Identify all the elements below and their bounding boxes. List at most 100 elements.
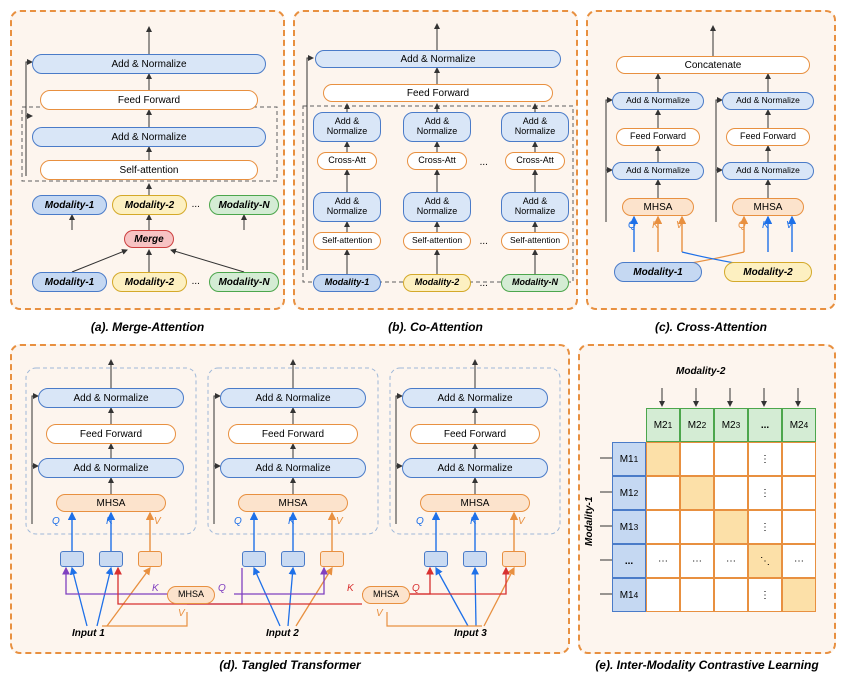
m1: Modality-1: [313, 274, 381, 292]
lin: [424, 551, 448, 567]
mod2-top: Modality-2: [112, 195, 187, 215]
dots-2: ...: [480, 236, 488, 247]
q3: Q: [416, 516, 424, 527]
matrix-cell: [782, 476, 816, 510]
m2: Modality-2: [724, 262, 812, 282]
an2-c1: Add & Normalize: [313, 192, 381, 222]
modn-top: Modality-N: [209, 195, 279, 215]
matrix-cell: ⋮: [748, 578, 782, 612]
an2b: Add & Normalize: [220, 458, 366, 478]
modn-bot: Modality-N: [209, 272, 279, 292]
m1: Modality-1: [614, 262, 702, 282]
an-l2: Add & Normalize: [612, 162, 704, 180]
self-att: Self-attention: [40, 160, 258, 180]
m2: Modality-2: [403, 274, 471, 292]
mod2-bot: Modality-2: [112, 272, 187, 292]
cap-d: (d). Tangled Transformer: [10, 658, 570, 672]
an-r1: Add & Normalize: [722, 92, 814, 110]
matrix-cell: [680, 510, 714, 544]
mhsa-r: MHSA: [732, 198, 804, 216]
matrix-cell: ⋮: [748, 442, 782, 476]
cap-b: (b). Co-Attention: [293, 320, 578, 334]
row-hdr: M11: [612, 442, 646, 476]
ff1: Feed Forward: [46, 424, 176, 444]
ff2: Feed Forward: [228, 424, 358, 444]
panel-cross-attention: Concatenate Add & Normalize Add & Normal…: [586, 10, 836, 310]
ca1: Cross-Att: [317, 152, 377, 170]
ff-r: Feed Forward: [726, 128, 810, 146]
matrix-cell: [782, 442, 816, 476]
an-l1: Add & Normalize: [612, 92, 704, 110]
mhsa2: MHSA: [238, 494, 348, 512]
row-hdr: M12: [612, 476, 646, 510]
an2-c2: Add & Normalize: [403, 192, 471, 222]
row-hdr: M14: [612, 578, 646, 612]
matrix-cell: ⋯: [714, 544, 748, 578]
dots-2: ...: [192, 276, 200, 287]
mod1-top: Modality-1: [32, 195, 107, 215]
lin: [99, 551, 123, 567]
panel-contrastive: Modality-2 Modality-1 M21M22M23...M24M11…: [578, 344, 836, 654]
dots: ...: [480, 157, 488, 168]
lin: [138, 551, 162, 567]
sa1: Self-attention: [313, 232, 381, 250]
q: Q: [628, 220, 636, 231]
sk: K: [152, 583, 159, 594]
mn: Modality-N: [501, 274, 569, 292]
dots: ...: [192, 199, 200, 210]
mhsa-s2: MHSA: [362, 586, 410, 604]
add-norm: Add & Normalize: [32, 54, 266, 74]
matrix-cell: [714, 510, 748, 544]
ca3: Cross-Att: [505, 152, 565, 170]
matrix-cell: [646, 510, 680, 544]
an3: Add & Normalize: [402, 388, 548, 408]
add-norm: Add & Normalize: [315, 50, 561, 68]
in2: Input 2: [266, 628, 299, 639]
panel-merge-attention: Add & Normalize Feed Forward Add & Norma…: [10, 10, 285, 310]
ff-l: Feed Forward: [616, 128, 700, 146]
q2: Q: [234, 516, 242, 527]
matrix-cell: [714, 476, 748, 510]
matrix-cell: [680, 442, 714, 476]
v2: V: [336, 516, 343, 527]
q2: Q: [738, 220, 746, 231]
col-hdr: M22: [680, 408, 714, 442]
matrix-cell: ⋱: [748, 544, 782, 578]
matrix-cell: ⋯: [646, 544, 680, 578]
merge: Merge: [124, 230, 174, 248]
k: K: [106, 516, 113, 527]
lin: [463, 551, 487, 567]
lin: [281, 551, 305, 567]
panel-co-attention: Add & Normalize Feed Forward Add & Norma…: [293, 10, 578, 310]
matrix-cell: [782, 510, 816, 544]
an-c2: Add & Normalize: [403, 112, 471, 142]
matrix-cell: [646, 442, 680, 476]
feed-fwd: Feed Forward: [323, 84, 553, 102]
an2: Add & Normalize: [220, 388, 366, 408]
ca2: Cross-Att: [407, 152, 467, 170]
matrix-cell: ⋯: [680, 544, 714, 578]
col-hdr: M21: [646, 408, 680, 442]
an-r2: Add & Normalize: [722, 162, 814, 180]
k: K: [652, 220, 659, 231]
lin: [320, 551, 344, 567]
add-norm-2: Add & Normalize: [32, 127, 266, 147]
sv: V: [178, 608, 185, 619]
matrix-cell: [646, 578, 680, 612]
lin: [60, 551, 84, 567]
cap-a: (a). Merge-Attention: [10, 320, 285, 334]
sq2: Q: [412, 583, 420, 594]
an2-c3: Add & Normalize: [501, 192, 569, 222]
k2: K: [762, 220, 769, 231]
row-hdr: M13: [612, 510, 646, 544]
an-c1: Add & Normalize: [313, 112, 381, 142]
matrix-cell: [646, 476, 680, 510]
v: V: [154, 516, 161, 527]
mhsa1: MHSA: [56, 494, 166, 512]
lin: [502, 551, 526, 567]
q: Q: [52, 516, 60, 527]
in3: Input 3: [454, 628, 487, 639]
mod1-bot: Modality-1: [32, 272, 107, 292]
v3: V: [518, 516, 525, 527]
col-hdr: ...: [748, 408, 782, 442]
